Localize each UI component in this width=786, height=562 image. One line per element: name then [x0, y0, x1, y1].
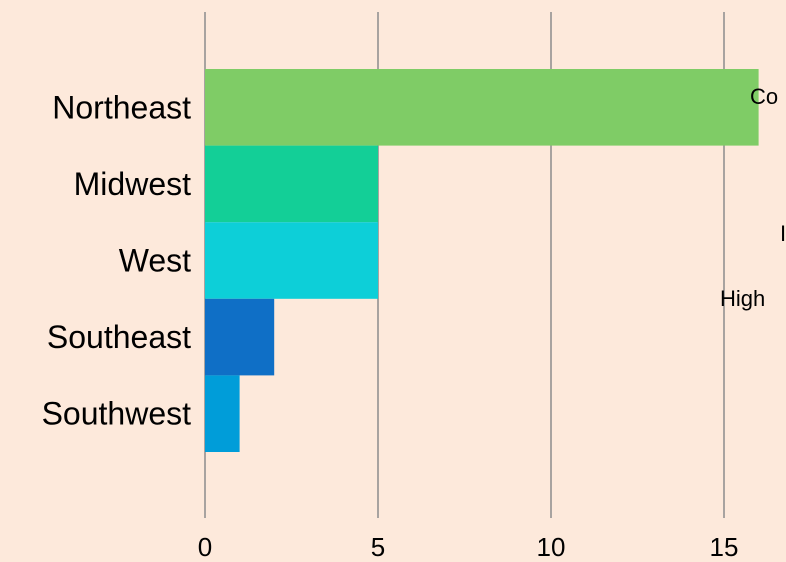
bar-west	[205, 222, 378, 299]
category-labels: Northeast Midwest West Southeast Southwe…	[42, 89, 192, 431]
x-tick-label: 0	[198, 532, 212, 562]
x-tick-label: 10	[537, 532, 566, 562]
annotation-text: Co	[750, 84, 778, 109]
category-label: Northeast	[52, 89, 191, 125]
annotations: Co I High	[720, 84, 786, 311]
category-label: Southeast	[47, 319, 191, 355]
category-label: Midwest	[74, 166, 191, 202]
x-tick-label: 15	[710, 532, 739, 562]
annotation-text: I	[780, 221, 786, 246]
x-tick-label: 5	[371, 532, 385, 562]
bars	[205, 69, 759, 452]
annotation-text: High	[720, 286, 765, 311]
x-tick-labels: 0 5 10 15	[198, 532, 739, 562]
bar-southeast	[205, 298, 275, 376]
bar-southwest	[205, 375, 240, 452]
category-label: West	[119, 243, 191, 279]
bar-midwest	[205, 145, 378, 223]
bar-northeast	[205, 69, 759, 146]
category-label: Southwest	[42, 396, 192, 432]
